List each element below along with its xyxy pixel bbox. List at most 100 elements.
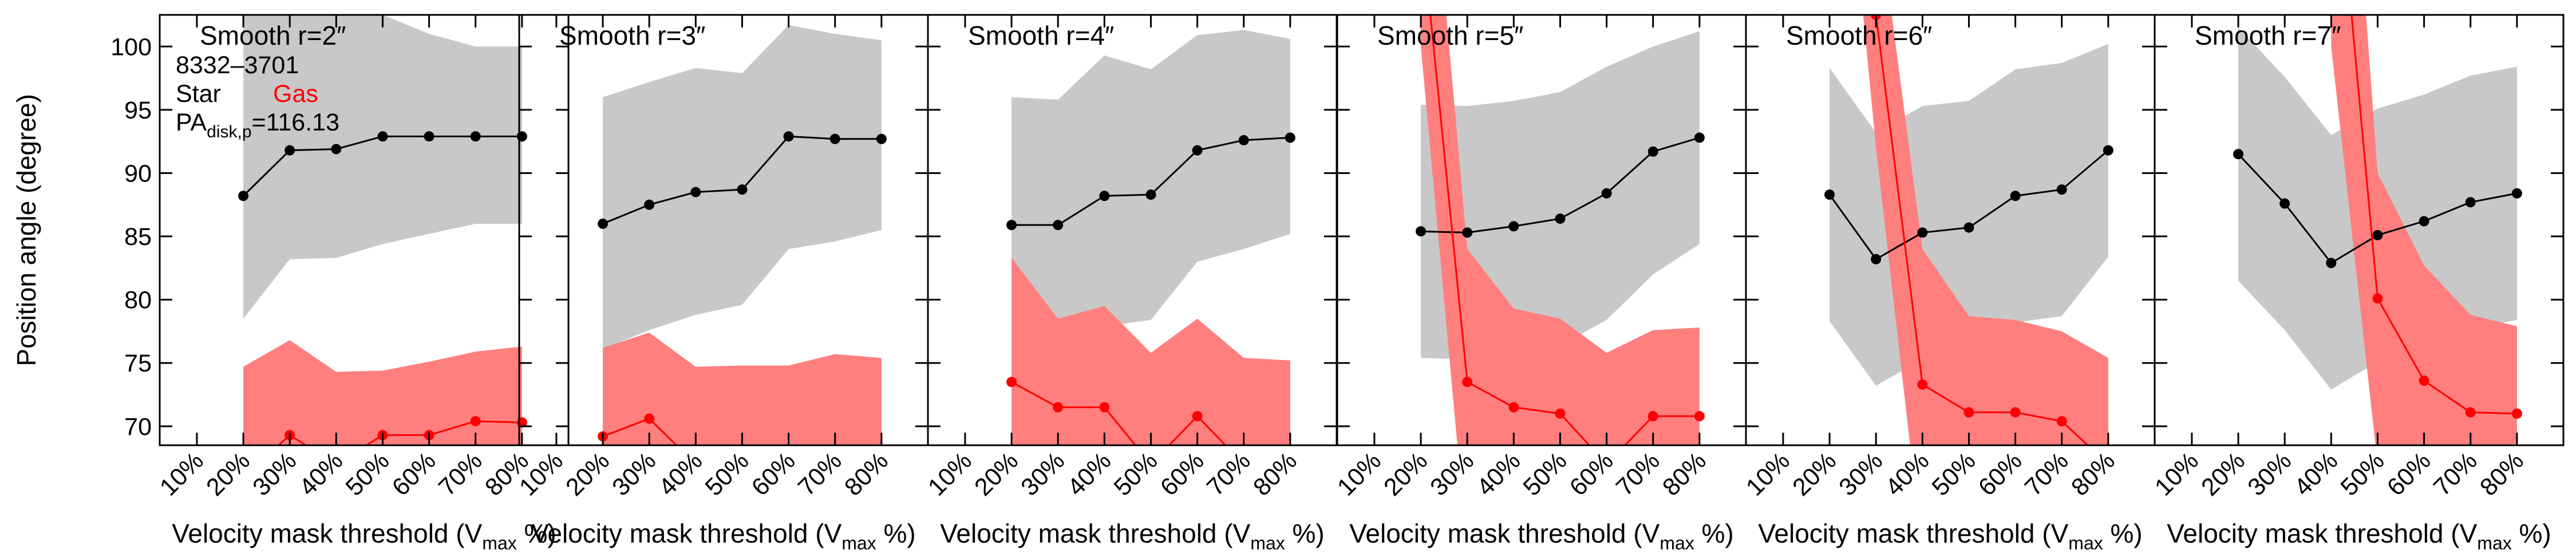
legend-label: Gas bbox=[273, 80, 318, 108]
data-point bbox=[1508, 402, 1519, 413]
uncertainty-band bbox=[603, 333, 882, 445]
x-tick-label: 70% bbox=[1202, 447, 1256, 501]
x-tick-label: 20% bbox=[560, 447, 615, 501]
data-point bbox=[2511, 408, 2522, 419]
uncertainty-band bbox=[243, 340, 522, 445]
x-tick-label: 50% bbox=[2336, 447, 2390, 501]
data-point bbox=[1192, 145, 1203, 156]
data-point bbox=[1601, 188, 1612, 199]
data-point bbox=[876, 133, 887, 144]
data-point bbox=[1555, 408, 1566, 419]
y-tick-label: 95 bbox=[124, 97, 152, 124]
x-axis-label-text: Velocity mask threshold (V bbox=[2167, 519, 2477, 548]
data-point bbox=[2372, 293, 2383, 304]
data-point bbox=[644, 413, 655, 424]
x-axis-label: Velocity mask threshold (Vmax %) bbox=[2167, 519, 2551, 553]
plot-area bbox=[598, 25, 887, 445]
data-point bbox=[1555, 213, 1566, 224]
x-tick-label: 30% bbox=[1016, 447, 1070, 501]
y-tick-label: 85 bbox=[124, 223, 152, 251]
plot-area bbox=[238, 15, 527, 445]
data-point bbox=[1145, 189, 1156, 200]
panel-title: Smooth r=7″ bbox=[2195, 21, 2341, 50]
data-point bbox=[1917, 379, 1928, 390]
x-tick-label: 50% bbox=[341, 447, 395, 501]
data-point bbox=[377, 131, 388, 142]
data-point bbox=[690, 187, 701, 197]
x-axis-label-text: Velocity mask threshold (V bbox=[940, 519, 1250, 548]
data-point bbox=[285, 145, 295, 156]
x-tick-label: 80% bbox=[1248, 447, 1302, 501]
x-tick-label: 80% bbox=[2066, 447, 2120, 501]
plot-area bbox=[1824, 15, 2113, 445]
x-axis-label-rest: %) bbox=[2512, 519, 2551, 548]
data-point bbox=[2326, 258, 2337, 268]
x-tick-label: 30% bbox=[2242, 447, 2297, 501]
y-axis-label: Position angle (degree) bbox=[11, 94, 41, 366]
x-tick-label: 50% bbox=[1518, 447, 1573, 501]
data-point bbox=[829, 133, 840, 144]
panel-title: Smooth r=2″ bbox=[200, 21, 346, 50]
data-point bbox=[1053, 220, 1064, 231]
x-tick-label: 10% bbox=[1332, 447, 1386, 501]
plot-area bbox=[1416, 15, 1705, 445]
data-point bbox=[1099, 191, 1110, 201]
data-point bbox=[1462, 377, 1473, 387]
x-tick-label: 50% bbox=[1927, 447, 1981, 501]
data-point bbox=[2419, 216, 2429, 227]
x-tick-label: 80% bbox=[2475, 447, 2529, 501]
x-tick-label: 60% bbox=[387, 447, 441, 501]
annotation: PAdisk,p=116.13 bbox=[176, 109, 339, 141]
x-tick-label: 40% bbox=[1472, 447, 1526, 501]
data-point bbox=[644, 199, 655, 210]
x-tick-label: 30% bbox=[247, 447, 302, 501]
panel-title: Smooth r=3″ bbox=[559, 21, 705, 50]
x-axis-label-text: Velocity mask threshold (V bbox=[172, 519, 482, 548]
uncertainty-band bbox=[2331, 15, 2517, 445]
data-point bbox=[238, 191, 249, 201]
x-axis-label-sub: max bbox=[2068, 533, 2103, 553]
x-axis-label-rest: %) bbox=[517, 519, 556, 548]
x-axis-label-rest: %) bbox=[1285, 519, 1325, 548]
x-tick-label: 10% bbox=[2150, 447, 2204, 501]
data-point bbox=[2010, 191, 2021, 201]
data-point bbox=[737, 184, 748, 195]
x-tick-label: 30% bbox=[1425, 447, 1479, 501]
x-axis-label-text: Velocity mask threshold (V bbox=[1758, 519, 2068, 548]
x-tick-label: 30% bbox=[1834, 447, 1888, 501]
data-point bbox=[1099, 402, 1110, 413]
x-tick-label: 70% bbox=[433, 447, 488, 501]
data-point bbox=[470, 131, 481, 142]
x-tick-label: 40% bbox=[1880, 447, 1935, 501]
annotation-rest: =116.13 bbox=[252, 109, 339, 136]
plot-area bbox=[2233, 15, 2522, 445]
x-axis-label-text: Velocity mask threshold (V bbox=[531, 519, 841, 548]
uncertainty-band bbox=[1421, 15, 1700, 445]
data-point bbox=[2010, 407, 2021, 418]
data-point bbox=[1285, 132, 1295, 143]
data-point bbox=[1053, 402, 1064, 413]
x-tick-label: 20% bbox=[2196, 447, 2250, 501]
x-tick-label: 50% bbox=[700, 447, 754, 501]
x-axis-label-rest: %) bbox=[876, 519, 916, 548]
data-point bbox=[2465, 197, 2476, 208]
data-point bbox=[2465, 407, 2476, 418]
x-axis-label-rest: %) bbox=[2103, 519, 2143, 548]
x-tick-label: 10% bbox=[155, 447, 209, 501]
data-point bbox=[1824, 189, 1835, 200]
data-point bbox=[1871, 254, 1882, 264]
x-tick-label: 40% bbox=[294, 447, 349, 501]
data-point bbox=[1238, 134, 1249, 145]
panel-title: Smooth r=4″ bbox=[968, 21, 1114, 50]
data-point bbox=[1508, 221, 1519, 232]
data-point bbox=[470, 415, 481, 426]
y-tick-label: 100 bbox=[110, 33, 152, 61]
data-point bbox=[1647, 411, 1658, 422]
x-tick-label: 60% bbox=[1564, 447, 1619, 501]
x-axis-label: Velocity mask threshold (Vmax %) bbox=[531, 519, 915, 553]
x-tick-label: 60% bbox=[1155, 447, 1210, 501]
annotation: 8332–3701 bbox=[176, 52, 299, 79]
x-tick-label: 60% bbox=[2382, 447, 2436, 501]
x-tick-label: 20% bbox=[969, 447, 1024, 501]
